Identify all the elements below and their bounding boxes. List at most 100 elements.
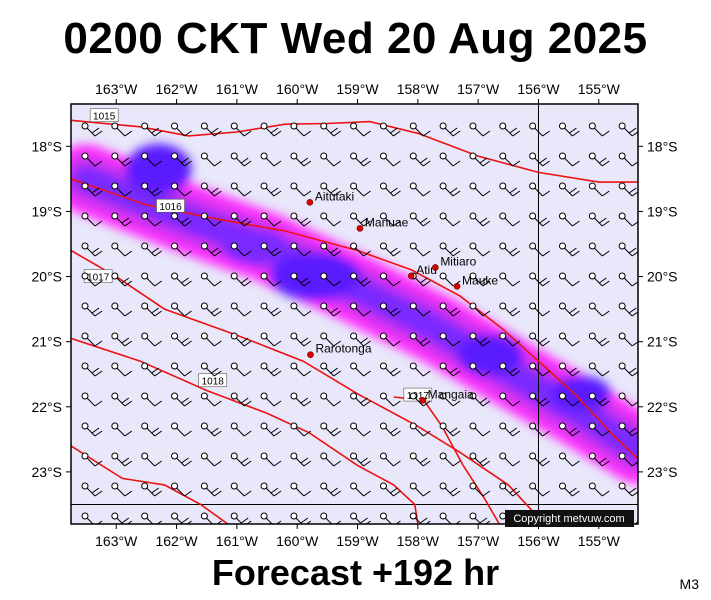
barb-feather xyxy=(333,460,342,467)
barb-feather xyxy=(393,460,401,467)
wind-barb xyxy=(588,362,610,377)
barb-feather xyxy=(243,430,252,437)
barb-station xyxy=(171,212,179,220)
barb-station xyxy=(81,482,89,490)
isobar-label: 1015 xyxy=(93,112,116,123)
barb-station xyxy=(350,212,358,220)
barb-station xyxy=(111,212,119,220)
lat-label-left: 21°S xyxy=(31,334,62,350)
barb-station xyxy=(379,302,387,310)
barb-feather xyxy=(303,250,312,257)
wind-barb xyxy=(618,272,638,287)
wind-barb xyxy=(260,272,282,287)
barb-feather xyxy=(602,280,610,287)
lon-label-bottom: 155°W xyxy=(578,533,621,549)
wind-barb xyxy=(111,242,133,257)
barb-station xyxy=(230,332,238,340)
place-dot xyxy=(453,283,461,290)
barb-feather xyxy=(154,130,162,137)
wind-barb xyxy=(81,482,103,497)
wind-barb xyxy=(260,212,282,227)
barb-feather xyxy=(419,517,428,524)
barb-feather xyxy=(270,187,279,194)
barb-feather xyxy=(452,190,461,197)
barb-station xyxy=(111,512,119,520)
wind-barb xyxy=(200,122,222,137)
barb-feather xyxy=(184,430,192,437)
wind-barb xyxy=(499,182,521,197)
barb-feather xyxy=(393,400,401,407)
barb-feather xyxy=(270,127,279,134)
barb-station xyxy=(469,452,477,460)
barb-feather xyxy=(300,397,309,404)
barb-station xyxy=(171,152,179,160)
barb-feather xyxy=(419,277,428,284)
barb-feather xyxy=(419,337,428,344)
barb-station xyxy=(588,302,596,310)
barb-station xyxy=(588,242,596,250)
wind-barb xyxy=(141,152,162,167)
barb-feather xyxy=(512,400,521,407)
barb-feather xyxy=(94,190,103,197)
wind-barb xyxy=(379,452,401,467)
wind-barb xyxy=(409,212,431,227)
barb-station xyxy=(379,242,387,250)
barb-station xyxy=(230,182,238,190)
wind-barb xyxy=(200,182,222,197)
barb-station xyxy=(439,182,447,190)
wind-barb xyxy=(320,392,342,407)
wind-barb xyxy=(260,122,282,137)
barb-feather xyxy=(509,367,518,374)
barb-station xyxy=(529,332,537,340)
wind-barb xyxy=(469,152,491,167)
barb-feather xyxy=(422,160,431,167)
barb-feather xyxy=(273,430,282,437)
barb-station xyxy=(499,512,507,520)
wind-barb xyxy=(260,422,282,437)
wind-barb xyxy=(141,482,162,497)
barb-feather xyxy=(542,340,550,347)
barb-station xyxy=(320,272,328,280)
barb-station xyxy=(499,212,507,220)
barb-feather xyxy=(184,250,192,257)
wind-barb xyxy=(230,482,252,497)
barb-feather xyxy=(333,310,342,317)
barb-feather xyxy=(512,250,521,257)
barb-station xyxy=(558,422,566,430)
barb-feather xyxy=(211,127,219,134)
wind-barb xyxy=(379,512,401,524)
barb-station xyxy=(529,212,537,220)
barb-feather xyxy=(211,307,219,314)
isobar-label: 1017 xyxy=(87,273,110,284)
barb-feather xyxy=(482,340,491,347)
barb-station xyxy=(350,122,358,130)
lon-label-top: 160°W xyxy=(276,81,319,97)
wind-barb xyxy=(171,482,192,497)
barb-feather xyxy=(572,460,580,467)
barb-station xyxy=(290,122,298,130)
wind-barb xyxy=(439,122,461,137)
barb-feather xyxy=(330,307,339,314)
barb-feather xyxy=(363,340,371,347)
wind-barb xyxy=(588,272,610,287)
barb-station xyxy=(290,272,298,280)
barb-feather xyxy=(422,250,431,257)
barb-feather xyxy=(243,280,252,287)
wind-barbs xyxy=(81,122,638,524)
barb-feather xyxy=(363,460,371,467)
wind-barb xyxy=(260,152,282,167)
wind-barb xyxy=(141,212,162,227)
barb-feather xyxy=(303,130,312,137)
barb-station xyxy=(141,302,149,310)
barb-station xyxy=(81,512,89,520)
barb-station xyxy=(290,182,298,190)
barb-station xyxy=(499,392,507,400)
barb-station xyxy=(409,302,417,310)
barb-feather xyxy=(482,250,491,257)
barb-feather xyxy=(599,337,607,344)
wind-barb xyxy=(171,452,192,467)
wind-barb xyxy=(618,332,638,347)
barb-station xyxy=(469,242,477,250)
barb-station xyxy=(350,272,358,280)
wind-barb xyxy=(171,272,192,287)
